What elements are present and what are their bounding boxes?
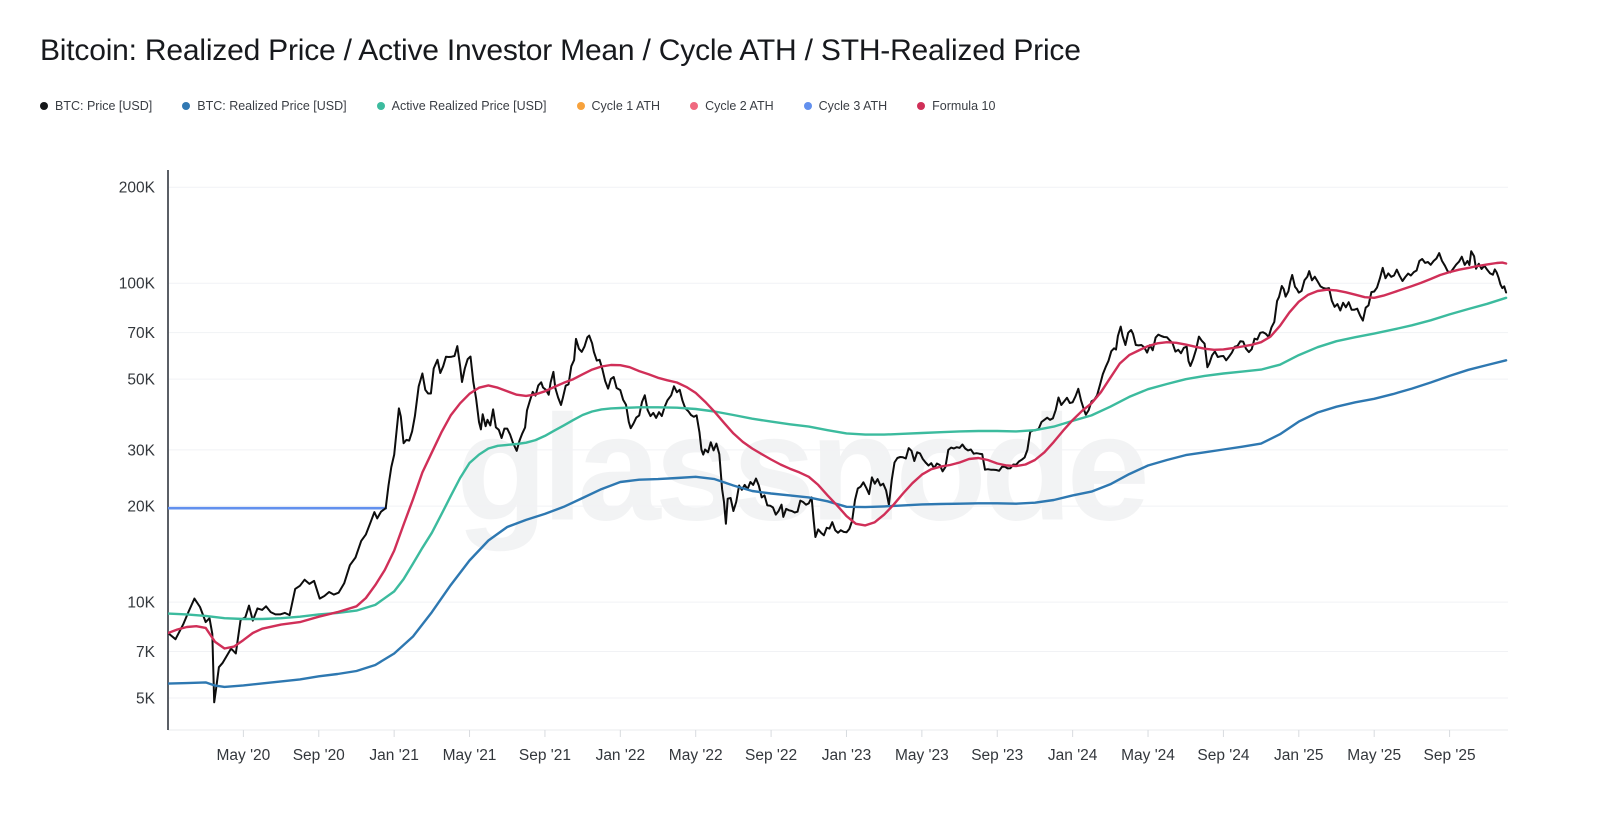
legend-item-label: Active Realized Price [USD] <box>391 99 547 113</box>
legend-item-label: Cycle 3 ATH <box>818 99 888 113</box>
legend-item-btc-realized-price-usd[interactable]: BTC: Realized Price [USD] <box>182 99 347 113</box>
legend-item-label: Cycle 1 ATH <box>591 99 661 113</box>
x-axis-tick-label: Sep '21 <box>519 747 571 764</box>
legend-dot-icon <box>40 102 48 110</box>
x-axis-tick-label: Sep '24 <box>1197 747 1249 764</box>
legend-item-cycle-2-ath[interactable]: Cycle 2 ATH <box>690 99 774 113</box>
x-axis-tick-label: Jan '21 <box>369 747 419 764</box>
x-axis-tick-label: Jan '23 <box>822 747 872 764</box>
y-axis-tick-label: 5K <box>136 691 156 708</box>
legend-dot-icon <box>376 102 385 110</box>
x-axis-tick-label: Sep '25 <box>1424 747 1476 764</box>
x-axis-tick-label: May '21 <box>443 747 497 764</box>
y-axis-tick-label: 30K <box>127 442 155 459</box>
x-axis-tick-label: Jan '22 <box>596 747 646 764</box>
y-axis-tick-label: 10K <box>127 595 155 612</box>
legend-item-cycle-3-ath[interactable]: Cycle 3 ATH <box>803 99 888 113</box>
legend-item-label: BTC: Realized Price [USD] <box>197 99 347 113</box>
series-line-formula-10 <box>168 261 1508 650</box>
legend-item-label: Cycle 2 ATH <box>705 99 774 113</box>
x-axis-tick-label: May '23 <box>895 747 949 764</box>
y-axis-tick-label: 7K <box>136 644 156 661</box>
legend-item-btc-price-usd[interactable]: BTC: Price [USD] <box>40 99 152 113</box>
legend-dot-icon <box>182 102 191 110</box>
legend-dot-icon <box>576 102 585 110</box>
legend-dot-icon <box>917 102 926 110</box>
x-axis-tick-label: Sep '22 <box>745 747 797 764</box>
series-line-btc-price-usd <box>168 250 1508 704</box>
page-title: Bitcoin: Realized Price / Active Investo… <box>40 34 1081 67</box>
x-axis-tick-label: Jan '25 <box>1274 747 1324 764</box>
x-axis-tick-label: Sep '23 <box>971 747 1023 764</box>
legend-dot-icon <box>803 102 812 110</box>
legend-dot-icon <box>690 102 699 110</box>
legend-item-cycle-1-ath[interactable]: Cycle 1 ATH <box>576 99 661 113</box>
x-axis-tick-label: May '25 <box>1347 747 1401 764</box>
x-axis-tick-label: May '24 <box>1121 747 1175 764</box>
y-axis-tick-label: 50K <box>127 372 155 389</box>
x-axis-tick-label: May '20 <box>216 747 270 764</box>
y-axis-tick-label: 200K <box>119 180 156 197</box>
legend-item-label: BTC: Price [USD] <box>55 99 153 113</box>
series-line-btc-realized-price-usd <box>168 359 1508 689</box>
x-axis-tick-label: Jan '24 <box>1048 747 1098 764</box>
legend-item-active-realized-price-usd[interactable]: Active Realized Price [USD] <box>376 99 547 113</box>
legend-item-label: Formula 10 <box>932 99 996 113</box>
x-axis-tick-label: May '22 <box>669 747 723 764</box>
chart-legend: BTC: Price [USD] BTC: Realized Price [USD… <box>40 99 995 113</box>
series-line-active-realized-price-usd <box>168 296 1508 621</box>
legend-item-formula-10[interactable]: Formula 10 <box>917 99 995 113</box>
x-axis-tick-label: Sep '20 <box>293 747 345 764</box>
y-axis-tick-label: 20K <box>127 499 155 516</box>
y-axis-tick-label: 100K <box>119 276 156 293</box>
y-axis-tick-label: 70K <box>127 325 155 342</box>
